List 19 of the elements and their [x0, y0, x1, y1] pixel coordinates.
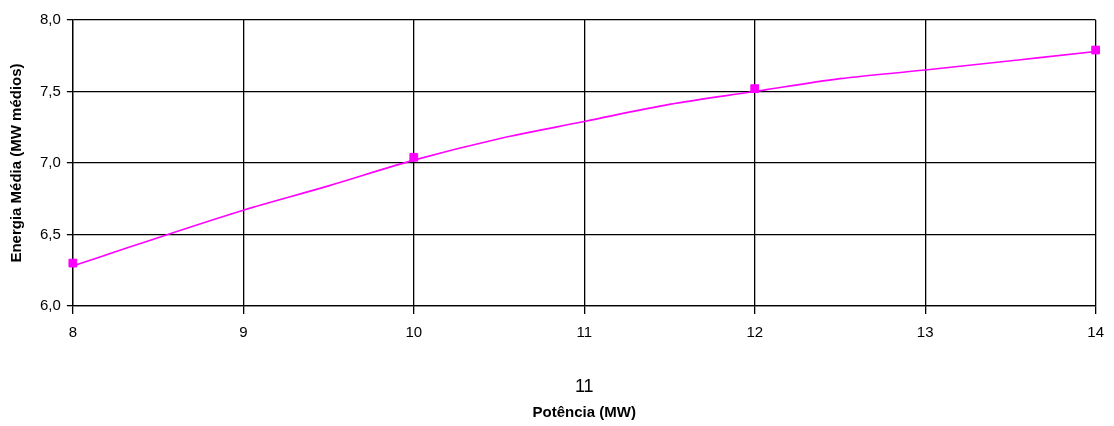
x-tick-label: 11 — [576, 323, 593, 341]
point — [68, 258, 78, 268]
y-tick-label: 7,5 — [39, 81, 61, 99]
x-tick-label: 8 — [68, 323, 78, 341]
x-tick-label: 13 — [916, 323, 934, 341]
y-axis-title: Energia Média (MW médios) — [7, 63, 25, 263]
y-tick-label: 6,5 — [39, 224, 61, 242]
x-tick-label: 14 — [1087, 323, 1104, 341]
text: 11 — [574, 375, 594, 396]
y-tick-label: 8,0 — [39, 10, 61, 28]
x-tick-label: 10 — [405, 323, 423, 341]
point — [1091, 45, 1101, 55]
y-tick-label: 6,0 — [39, 296, 61, 314]
x-axis-title: Potência (MW) — [532, 403, 636, 421]
x-tick-label: 9 — [239, 323, 248, 341]
point — [750, 84, 760, 94]
y-tick-label: 7,0 — [39, 153, 61, 171]
x-tick-label: 12 — [746, 323, 764, 341]
point — [409, 152, 419, 162]
